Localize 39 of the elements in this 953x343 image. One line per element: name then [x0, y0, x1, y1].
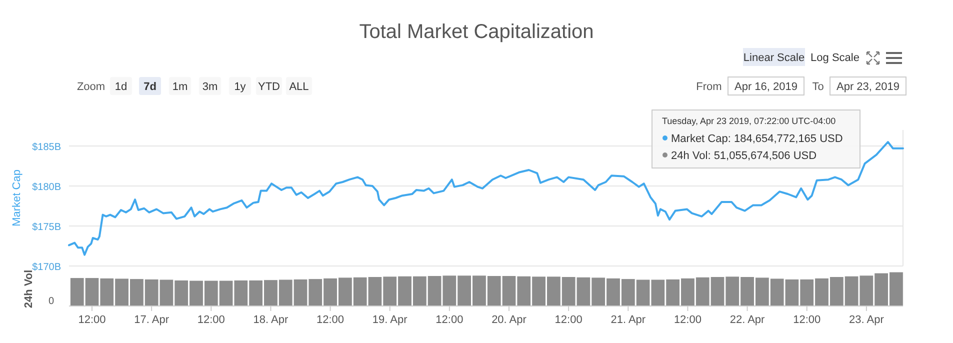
text: Linear Scale	[743, 52, 805, 64]
text: 1y	[234, 81, 246, 93]
text: 0	[48, 296, 54, 307]
text: Zoom	[76, 81, 106, 93]
y-axis-title: Market Cap	[11, 170, 23, 226]
x-tick-label: 12:00	[197, 314, 225, 326]
text: 3m	[202, 81, 218, 93]
x-tick-label: 12:00	[316, 314, 344, 326]
x-tick-label: 18. Apr	[253, 314, 288, 326]
y-tick-label: $170B	[32, 262, 62, 273]
text: 1d	[114, 81, 128, 93]
text: From	[696, 81, 722, 93]
text: 1m	[172, 81, 188, 93]
y-tick-label: $185B	[32, 142, 62, 153]
x-tick-label: 12:00	[554, 314, 582, 326]
chart-title: Total Market Capitalization	[359, 21, 594, 43]
x-tick-label: 12:00	[436, 314, 464, 326]
text: To	[812, 81, 824, 93]
y-tick-label: $180B	[32, 182, 62, 193]
text: YTD	[258, 81, 280, 93]
annotation: 24h Vol: 51,055,674,506 USD	[671, 150, 817, 162]
text: Log Scale	[810, 52, 860, 64]
y-axis-title: 24h Vol	[23, 270, 35, 308]
text: Apr 23, 2019	[836, 81, 900, 93]
x-tick-label: 12:00	[78, 314, 106, 326]
y-tick-label: $175B	[32, 222, 62, 233]
x-tick-label: 12:00	[674, 314, 702, 326]
text: Apr 16, 2019	[734, 81, 798, 93]
x-tick-label: 17. Apr	[134, 314, 170, 326]
annotation: Market Cap: 184,654,772,165 USD	[671, 133, 843, 145]
text: Tuesday, Apr 23 2019, 07:22:00 UTC-04:00	[662, 116, 836, 126]
x-tick-label: 20. Apr	[492, 314, 527, 326]
x-tick-label: 12:00	[793, 314, 821, 326]
text: ALL	[289, 81, 309, 93]
x-tick-label: 21. Apr	[610, 314, 646, 326]
x-tick-label: 23. Apr	[849, 314, 884, 326]
x-tick-label: 19. Apr	[372, 314, 408, 326]
x-tick-label: 22. Apr	[730, 314, 766, 326]
text: 7d	[144, 81, 156, 93]
